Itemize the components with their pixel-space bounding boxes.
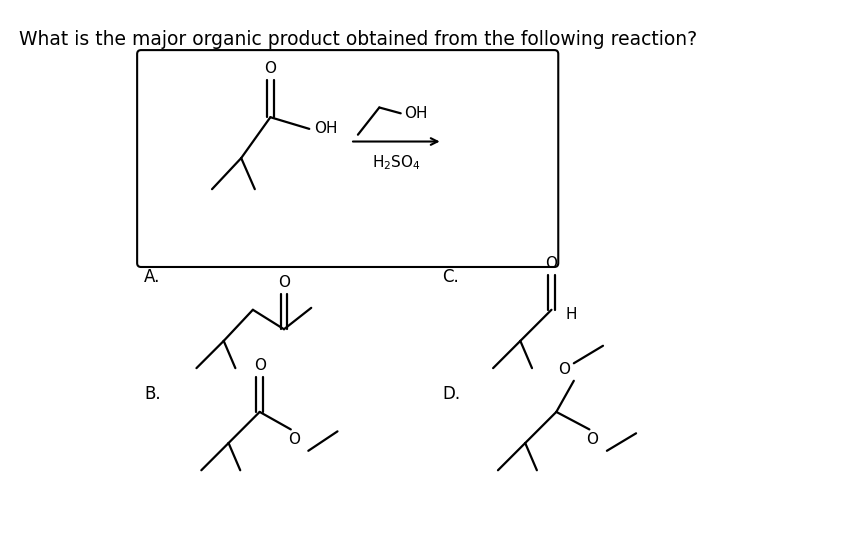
Text: OH: OH: [314, 122, 337, 136]
Text: O: O: [254, 358, 265, 373]
Text: What is the major organic product obtained from the following reaction?: What is the major organic product obtain…: [19, 30, 698, 49]
FancyBboxPatch shape: [137, 50, 558, 267]
Text: O: O: [545, 256, 557, 271]
Text: O: O: [278, 275, 290, 290]
Text: A.: A.: [144, 268, 160, 286]
Text: O: O: [586, 432, 598, 447]
Text: H: H: [565, 307, 577, 322]
Text: O: O: [288, 432, 300, 447]
Text: B.: B.: [144, 385, 160, 402]
Text: O: O: [558, 361, 570, 377]
Text: O: O: [264, 61, 277, 76]
Text: D.: D.: [442, 385, 460, 402]
Text: OH: OH: [405, 106, 428, 121]
Text: C.: C.: [442, 268, 460, 286]
Text: H$_2$SO$_4$: H$_2$SO$_4$: [372, 154, 420, 172]
